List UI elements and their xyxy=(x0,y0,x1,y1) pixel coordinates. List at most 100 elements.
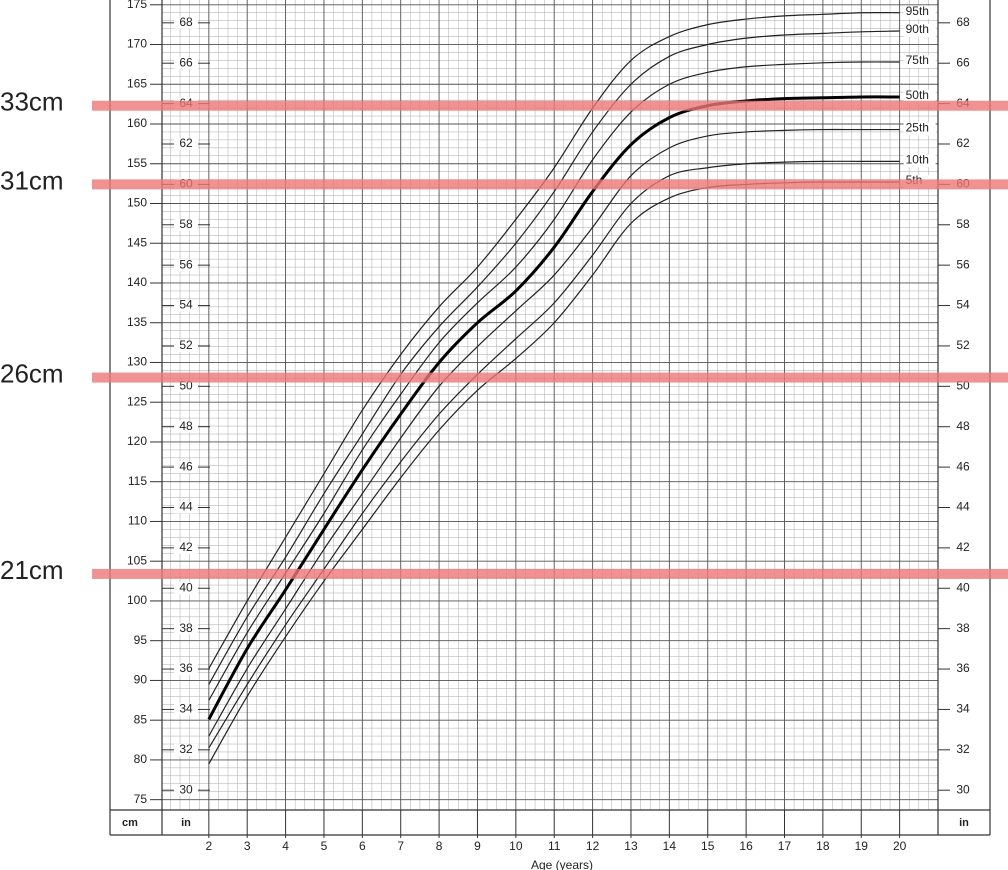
x-tick-label: 3 xyxy=(244,839,251,853)
x-tick-label: 20 xyxy=(893,839,907,853)
x-tick-label: 5 xyxy=(321,839,328,853)
y2-label-bg xyxy=(174,703,198,716)
y-tick-label: 105 xyxy=(127,553,147,567)
y2-tick-label: 58 xyxy=(179,217,193,231)
y-tick-label: 95 xyxy=(134,633,148,647)
y2-tick-label: 44 xyxy=(179,500,193,514)
y2-label-bg xyxy=(174,541,198,554)
percentile-curve xyxy=(208,61,900,701)
percentile-curve xyxy=(208,128,900,737)
y-tick-label: 145 xyxy=(127,235,147,249)
y2-tick-label: 48 xyxy=(956,419,970,433)
y2-label-bg xyxy=(174,137,198,150)
y2-tick-label: 52 xyxy=(179,338,193,352)
y2-tick-label: 36 xyxy=(179,661,193,675)
y2-tick-label: 68 xyxy=(179,15,193,29)
y2-tick-label: 34 xyxy=(179,702,193,716)
highlight-band xyxy=(92,179,1008,190)
band-label: 26cm xyxy=(0,358,64,388)
y2-tick-label: 62 xyxy=(956,136,970,150)
curve-label: 50th xyxy=(906,88,929,102)
y2-label-bg xyxy=(174,299,198,312)
y-tick-label: 165 xyxy=(127,76,147,90)
curve-label: 95th xyxy=(906,4,929,18)
y2-tick-label: 38 xyxy=(956,621,970,635)
y2-label-bg xyxy=(174,380,198,393)
y2-label-bg xyxy=(174,57,198,70)
y2-unit-label-left: in xyxy=(181,817,191,829)
y2-tick-label: 34 xyxy=(956,702,970,716)
y2-tick-label: 30 xyxy=(179,782,193,796)
y-tick-label: 175 xyxy=(127,0,147,11)
highlight-band xyxy=(92,100,1008,111)
y2-tick-label: 52 xyxy=(956,338,970,352)
y-tick-label: 130 xyxy=(127,355,147,369)
curve-label-bg xyxy=(903,122,936,136)
y2-tick-label: 66 xyxy=(179,55,193,69)
y2-tick-label: 66 xyxy=(956,55,970,69)
y-tick-label: 90 xyxy=(134,673,148,687)
x-tick-label: 14 xyxy=(663,839,677,853)
y2-tick-label: 54 xyxy=(956,298,970,312)
y2-tick-label: 38 xyxy=(179,621,193,635)
y2-unit-label-right: in xyxy=(959,817,969,829)
y-tick-label: 170 xyxy=(127,37,147,51)
y2-label-bg xyxy=(174,622,198,635)
curve-label-bg xyxy=(903,89,936,103)
y2-tick-label: 62 xyxy=(179,136,193,150)
y-tick-label: 80 xyxy=(134,752,148,766)
y2-tick-label: 42 xyxy=(956,540,970,554)
curve-label-bg xyxy=(903,5,936,19)
x-tick-label: 9 xyxy=(474,839,481,853)
y-tick-label: 110 xyxy=(128,514,147,528)
highlight-band xyxy=(92,372,1008,383)
y2-label-bg xyxy=(174,339,198,352)
y-tick-label: 85 xyxy=(134,712,148,726)
y2-label-bg xyxy=(174,218,198,231)
y-tick-label: 125 xyxy=(127,394,147,408)
y2-tick-label: 42 xyxy=(179,540,193,554)
y2-tick-label: 32 xyxy=(956,742,970,756)
y2-label-bg xyxy=(174,420,198,433)
curve-label: 25th xyxy=(906,121,929,135)
y2-label-bg xyxy=(174,743,198,756)
curve-label-bg xyxy=(903,55,936,69)
y2-tick-label: 54 xyxy=(179,298,193,312)
percentile-curve xyxy=(208,12,900,669)
y-tick-label: 160 xyxy=(127,116,147,130)
curve-label-bg xyxy=(903,154,936,168)
y-tick-label: 135 xyxy=(127,315,147,329)
x-tick-label: 15 xyxy=(701,839,715,853)
x-axis-label: Age (years) xyxy=(531,858,593,870)
y2-label-bg xyxy=(174,461,198,474)
y2-tick-label: 40 xyxy=(179,580,193,594)
band-label: 33cm xyxy=(0,87,64,117)
y2-tick-label: 40 xyxy=(956,580,970,594)
x-tick-label: 2 xyxy=(205,839,212,853)
x-tick-label: 16 xyxy=(739,839,753,853)
x-tick-label: 17 xyxy=(778,839,792,853)
highlight-band xyxy=(92,568,1008,579)
y-tick-label: 150 xyxy=(127,196,147,210)
x-tick-label: 13 xyxy=(624,839,638,853)
x-tick-label: 7 xyxy=(397,839,404,853)
curve-label: 90th xyxy=(906,22,929,36)
y2-label-bg xyxy=(174,784,198,797)
x-tick-label: 6 xyxy=(359,839,366,853)
y2-label-bg xyxy=(174,501,198,514)
x-tick-label: 18 xyxy=(816,839,830,853)
y2-tick-label: 68 xyxy=(956,15,970,29)
y-tick-label: 115 xyxy=(128,474,147,488)
y2-label-bg xyxy=(174,259,198,272)
x-tick-label: 11 xyxy=(548,839,561,853)
y2-tick-label: 56 xyxy=(956,257,970,271)
y2-label-bg xyxy=(174,582,198,595)
x-tick-label: 10 xyxy=(509,839,523,853)
y-tick-label: 75 xyxy=(134,792,148,806)
y-unit-label: cm xyxy=(122,817,138,829)
y2-tick-label: 36 xyxy=(956,661,970,675)
percentile-curve xyxy=(207,95,900,721)
y2-tick-label: 32 xyxy=(179,742,193,756)
y2-label-bg xyxy=(174,16,198,29)
